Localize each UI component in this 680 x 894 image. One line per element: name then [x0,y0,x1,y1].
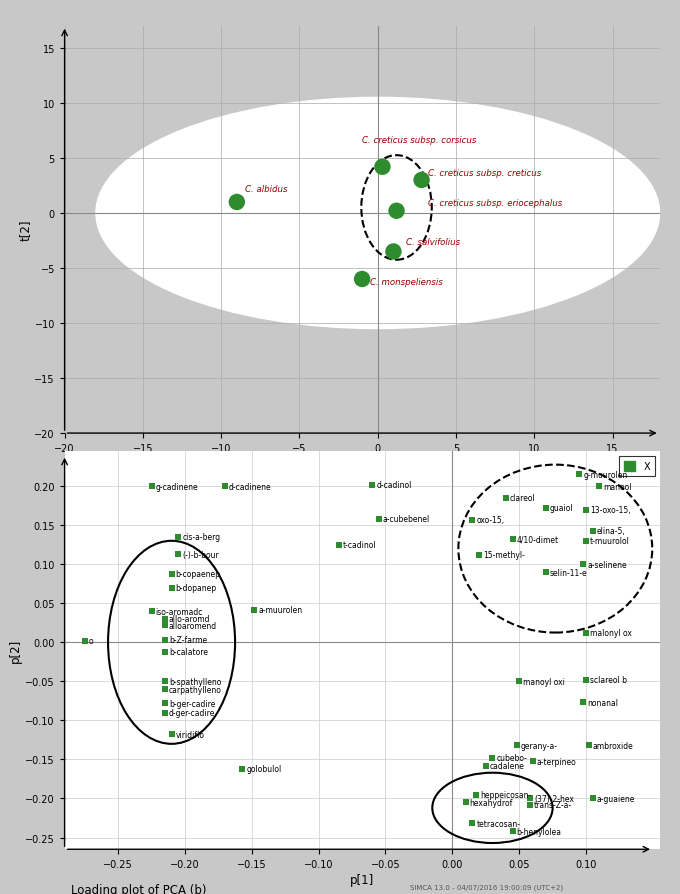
Text: o: o [88,637,93,645]
Text: a-terpineo: a-terpineo [537,756,577,765]
Text: C. monspeliensis: C. monspeliensis [370,277,443,286]
Ellipse shape [96,98,660,329]
Text: clareol: clareol [510,493,536,502]
Text: allo-aromd: allo-aromd [169,615,210,624]
Text: nonanal: nonanal [588,698,618,707]
Text: alloaromend: alloaromend [169,621,217,630]
Point [388,245,399,259]
Text: sclareol b: sclareol b [590,676,627,685]
Text: hexahydrof: hexahydrof [470,798,513,807]
Text: d-cadinene: d-cadinene [229,482,272,491]
Text: 4/10-dimet: 4/10-dimet [517,536,559,544]
Text: (37)-2-hex: (37)-2-hex [534,794,574,803]
Text: heppeicosan-: heppeicosan- [481,790,532,799]
Text: oxo-15,: oxo-15, [477,516,505,525]
Text: t-muurolol: t-muurolol [590,536,630,545]
Legend: X: X [619,456,655,477]
Text: d-cadinol: d-cadinol [376,480,411,490]
Text: b-Z-farme: b-Z-farme [169,636,207,645]
Text: cis-a-berg: cis-a-berg [182,533,220,542]
Text: (-)-b-bour: (-)-b-bour [182,550,219,559]
Text: C. creticus subsp. creticus: C. creticus subsp. creticus [428,168,541,177]
Point [391,205,402,219]
Text: iso-aromadc: iso-aromadc [156,607,203,616]
Text: b-copaenep: b-copaenep [175,569,220,578]
Text: manoyl oxi: manoyl oxi [523,677,565,686]
Text: ambroxide: ambroxide [593,741,634,750]
Y-axis label: t[2]: t[2] [18,219,31,241]
Text: tetracosan-: tetracosan- [477,819,520,828]
Text: C. salvifolius: C. salvifolius [406,238,460,247]
Text: cadalene: cadalene [490,762,525,771]
Point [231,196,242,210]
Text: Loading plot of PCA (b): Loading plot of PCA (b) [71,883,206,894]
Text: b-dopanep: b-dopanep [175,584,217,593]
Text: gerany-a-: gerany-a- [521,741,558,750]
Text: elina-5,: elina-5, [597,527,626,536]
Text: manool: manool [603,482,632,491]
Text: b-calatore: b-calatore [169,647,208,656]
Text: carpathylleno: carpathylleno [169,685,222,694]
Text: a-guaiene: a-guaiene [597,794,635,803]
Text: d-ger-cadire: d-ger-cadire [169,708,216,717]
Point [377,160,388,174]
X-axis label: t[1]: t[1] [352,458,373,470]
Text: t-cadinol: t-cadinol [343,541,376,550]
Point [416,173,427,188]
Text: a-selinene: a-selinene [588,560,627,569]
Point [356,273,367,287]
Text: Score plot of PCA (a): Score plot of PCA (a) [71,474,192,487]
Text: g-muurolen: g-muurolen [583,470,628,479]
Text: g-cadinene: g-cadinene [156,482,198,491]
Y-axis label: p[2]: p[2] [10,638,22,662]
Text: b-spathylleno: b-spathylleno [169,677,221,686]
Text: 15-methyl-: 15-methyl- [483,551,525,560]
Text: a-cubebenel: a-cubebenel [383,515,430,524]
Text: golobulol: golobulol [246,764,282,773]
Text: malonyl ox: malonyl ox [590,628,632,637]
Text: selin-11-e: selin-11-e [550,568,588,577]
Text: b-ger-cadire: b-ger-cadire [169,699,216,708]
Text: a-muurolen: a-muurolen [258,605,303,614]
X-axis label: p[1]: p[1] [350,873,374,886]
Text: C. creticus subsp. eriocephalus: C. creticus subsp. eriocephalus [428,199,562,208]
Text: b-henylolea: b-henylolea [517,827,562,836]
Text: guaiol: guaiol [550,504,574,513]
Text: 13-oxo-15,: 13-oxo-15, [590,505,630,514]
Text: trans-Z-a-: trans-Z-a- [534,800,572,809]
Text: C. creticus subsp. corsicus: C. creticus subsp. corsicus [362,136,477,145]
Text: cubebo-: cubebo- [496,754,528,763]
Text: viridiflo: viridiflo [175,730,205,739]
Text: SIMCA 13.0 - 04/07/2016 19:00:09 (UTC+2): SIMCA 13.0 - 04/07/2016 19:00:09 (UTC+2) [409,883,563,890]
Text: C. albidus: C. albidus [245,185,287,194]
